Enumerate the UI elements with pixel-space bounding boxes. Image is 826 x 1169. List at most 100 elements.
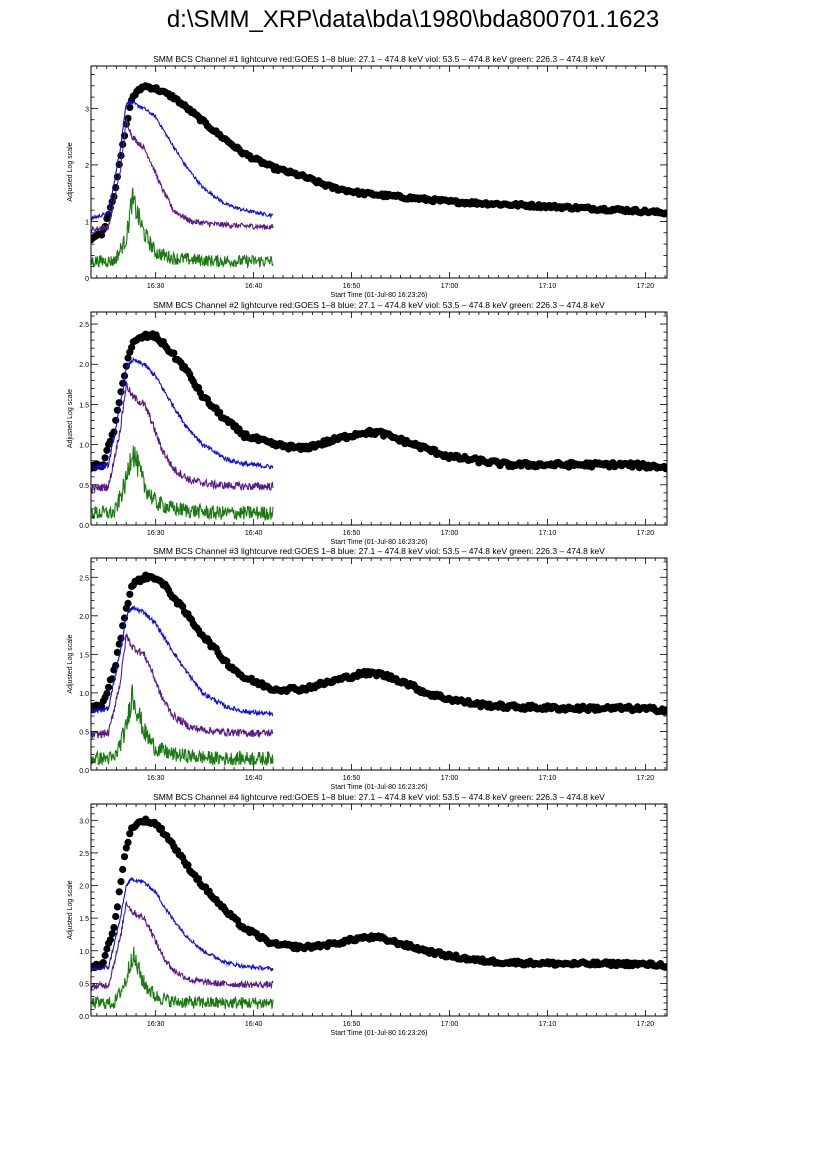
y-tick-label: 2.5 — [79, 851, 89, 858]
x-tick-label: 17:10 — [539, 775, 557, 782]
bcs-point — [216, 408, 224, 416]
plot-area — [91, 815, 667, 1010]
bcs-point — [113, 648, 121, 657]
plot-frame — [90, 65, 668, 279]
bcs-point — [662, 706, 667, 714]
chart-title: SMM BCS Channel #4 lightcurve red:GOES 1… — [153, 792, 605, 802]
series-green — [91, 946, 274, 1010]
bcs-point — [184, 861, 192, 869]
y-tick-label: 2.5 — [79, 322, 89, 329]
x-axis-label: Start Time (01-Jul-80 16:23:26) — [331, 784, 428, 791]
y-tick-label: 1.0 — [79, 949, 89, 956]
series-black — [91, 330, 667, 473]
y-tick-label: 2 — [85, 163, 89, 170]
series-line — [91, 684, 274, 767]
x-tick-label: 16:30 — [147, 530, 165, 537]
bcs-point — [112, 662, 120, 670]
y-tick-label: 1.5 — [79, 652, 89, 659]
x-tick-label: 17:10 — [539, 1021, 557, 1028]
series-blue — [91, 877, 274, 972]
x-tick-label: 16:50 — [343, 283, 361, 290]
y-tick-label: 2.5 — [79, 575, 89, 582]
series-line — [91, 900, 274, 990]
bcs-point — [113, 903, 121, 911]
series-line — [91, 379, 274, 494]
series-line — [91, 877, 274, 972]
bcs-point — [126, 590, 134, 598]
series-line — [91, 946, 274, 1010]
y-tick-label: 1.0 — [79, 443, 89, 450]
y-tick-label: 0 — [85, 276, 89, 283]
plot-area — [91, 571, 667, 767]
bcs-point — [103, 446, 111, 454]
bcs-point — [128, 343, 136, 351]
series-line — [91, 445, 274, 522]
bcs-point — [120, 614, 129, 622]
bcs-point — [179, 603, 187, 611]
x-tick-label: 16:40 — [245, 1021, 263, 1028]
bcs-point — [99, 959, 107, 967]
y-tick-label: 1.5 — [79, 402, 89, 409]
y-axis-label: Adjusted Log scale — [67, 142, 74, 201]
page-title: d:\SMM_XRP\data\bda\1980\bda800701.1623 — [166, 6, 660, 33]
x-tick-label: 17:20 — [637, 283, 655, 290]
bcs-point — [117, 878, 125, 886]
series-violet — [91, 900, 274, 990]
series-line — [91, 605, 274, 718]
x-tick-label: 17:00 — [441, 283, 459, 290]
bcs-point — [662, 963, 667, 971]
series-line — [91, 340, 667, 501]
bcs-point — [120, 372, 129, 380]
bcs-point — [126, 830, 134, 838]
bcs-point — [124, 838, 132, 847]
chart-title: SMM BCS Channel #2 lightcurve red:GOES 1… — [153, 300, 605, 310]
series-line — [91, 99, 274, 222]
y-tick-label: 2.0 — [79, 884, 89, 891]
bcs-point — [170, 349, 178, 357]
y-tick-label: 0.5 — [79, 729, 89, 736]
plot-area — [91, 82, 667, 269]
bcs-point — [98, 702, 106, 711]
series-black — [91, 815, 667, 972]
bcs-point — [110, 428, 118, 436]
bcs-point — [122, 844, 130, 852]
y-tick-label: 0.5 — [79, 981, 89, 988]
bcs-point — [103, 689, 111, 698]
plot-frame — [90, 803, 668, 1017]
x-tick-label: 17:20 — [637, 775, 655, 782]
chart-title: SMM BCS Channel #1 lightcurve red:GOES 1… — [153, 54, 605, 64]
y-tick-label: 3 — [85, 106, 89, 113]
x-tick-label: 16:40 — [245, 775, 263, 782]
chart-title: SMM BCS Channel #3 lightcurve red:GOES 1… — [153, 546, 605, 556]
x-tick-label: 16:30 — [147, 283, 165, 290]
x-tick-label: 16:50 — [343, 1021, 361, 1028]
series-green — [91, 445, 274, 522]
bcs-point — [119, 865, 127, 874]
y-tick-label: 0.0 — [79, 768, 89, 775]
x-tick-label: 16:50 — [343, 530, 361, 537]
bcs-point — [112, 416, 120, 424]
plot-area — [91, 330, 667, 522]
chart-panel-1: SMM BCS Channel #1 lightcurve red:GOES 1… — [67, 54, 668, 299]
bcs-point — [115, 399, 123, 407]
series-line — [91, 187, 274, 269]
x-tick-label: 16:50 — [343, 775, 361, 782]
y-axis-label: Adjusted Log scale — [67, 389, 74, 448]
series-line — [91, 632, 274, 739]
bcs-point — [124, 354, 132, 362]
plot-frame — [90, 557, 668, 771]
series-violet — [91, 118, 274, 234]
bcs-point — [157, 824, 166, 833]
x-axis-label: Start Time (01-Jul-80 16:23:26) — [331, 292, 428, 299]
series-blue — [91, 356, 274, 472]
x-axis-label: Start Time (01-Jul-80 16:23:26) — [331, 539, 428, 546]
y-tick-label: 0.5 — [79, 483, 89, 490]
series-blue — [91, 99, 274, 222]
bcs-point — [110, 924, 118, 932]
bcs-point — [105, 683, 113, 691]
x-tick-label: 16:40 — [245, 283, 263, 290]
series-blue — [91, 605, 274, 718]
x-tick-label: 17:00 — [441, 775, 459, 782]
y-tick-label: 2.0 — [79, 362, 89, 369]
